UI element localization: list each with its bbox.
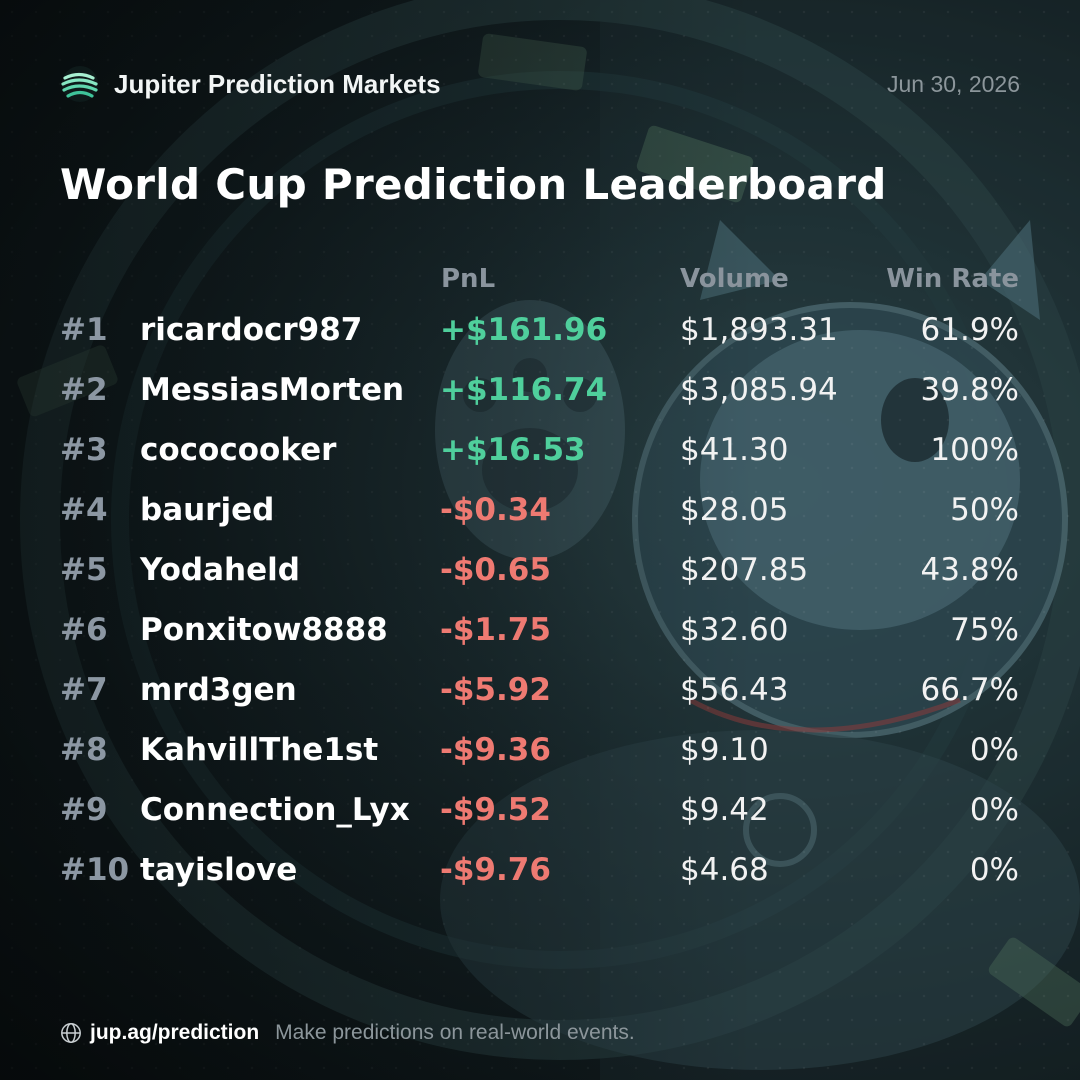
pnl-value: -$0.34 <box>440 492 551 528</box>
leaderboard-row: #2 MessiasMorten +$116.74 $3,085.94 39.8… <box>60 360 1020 420</box>
username: Ponxitow8888 <box>140 612 388 648</box>
column-header-win-rate: Win Rate <box>886 264 1019 294</box>
win-rate-value: 66.7% <box>920 672 1019 708</box>
pnl-value: +$16.53 <box>440 432 586 468</box>
site-link[interactable]: jup.ag/prediction <box>90 1021 260 1044</box>
rank: #4 <box>60 492 108 528</box>
username: baurjed <box>140 492 275 528</box>
rank: #10 <box>60 852 130 888</box>
leaderboard-row: #10 tayislove -$9.76 $4.68 0% <box>60 840 1020 900</box>
leaderboard-table: #1 ricardocr987 +$161.96 $1,893.31 61.9%… <box>60 300 1020 900</box>
leaderboard-row: #6 Ponxitow8888 -$1.75 $32.60 75% <box>60 600 1020 660</box>
globe-icon <box>61 1023 81 1043</box>
header: Jupiter Prediction Markets Jun 30, 2026 <box>60 62 1020 106</box>
volume-value: $28.05 <box>680 492 789 528</box>
username: MessiasMorten <box>140 372 405 408</box>
brand-name: Jupiter Prediction Markets <box>114 68 441 99</box>
win-rate-value: 0% <box>969 852 1019 888</box>
win-rate-value: 75% <box>950 612 1019 648</box>
rank: #8 <box>60 732 108 768</box>
rank: #5 <box>60 552 108 588</box>
username: ricardocr987 <box>140 312 363 348</box>
volume-value: $3,085.94 <box>680 372 838 408</box>
volume-value: $9.42 <box>680 792 769 828</box>
leaderboard-row: #8 KahvillThe1st -$9.36 $9.10 0% <box>60 720 1020 780</box>
pnl-value: -$9.52 <box>440 792 551 828</box>
volume-value: $9.10 <box>680 732 769 768</box>
username: mrd3gen <box>140 672 297 708</box>
win-rate-value: 0% <box>969 732 1019 768</box>
report-date: Jun 30, 2026 <box>886 70 1020 97</box>
username: Connection_Lyx <box>140 792 410 828</box>
rank: #7 <box>60 672 108 708</box>
page-title: World Cup Prediction Leaderboard <box>60 160 887 209</box>
rank: #2 <box>60 372 108 408</box>
username: tayislove <box>140 852 298 888</box>
leaderboard-row: #5 Yodaheld -$0.65 $207.85 43.8% <box>60 540 1020 600</box>
column-header-volume: Volume <box>680 264 789 294</box>
rank: #1 <box>60 312 108 348</box>
rank: #9 <box>60 792 108 828</box>
volume-value: $41.30 <box>680 432 789 468</box>
win-rate-value: 0% <box>969 792 1019 828</box>
rank: #3 <box>60 432 108 468</box>
pnl-value: -$5.92 <box>440 672 551 708</box>
win-rate-value: 61.9% <box>920 312 1019 348</box>
volume-value: $4.68 <box>680 852 769 888</box>
volume-value: $207.85 <box>680 552 809 588</box>
tagline: Make predictions on real-world events. <box>275 1021 635 1044</box>
pnl-value: +$161.96 <box>440 312 608 348</box>
leaderboard-row: #3 cococooker +$16.53 $41.30 100% <box>60 420 1020 480</box>
leaderboard-row: #9 Connection_Lyx -$9.52 $9.42 0% <box>60 780 1020 840</box>
column-header-pnl: PnL <box>441 264 496 294</box>
pnl-value: -$9.76 <box>440 852 551 888</box>
win-rate-value: 43.8% <box>920 552 1019 588</box>
pnl-value: -$9.36 <box>440 732 551 768</box>
volume-value: $56.43 <box>680 672 789 708</box>
pnl-value: -$0.65 <box>440 552 551 588</box>
leaderboard-row: #7 mrd3gen -$5.92 $56.43 66.7% <box>60 660 1020 720</box>
username: KahvillThe1st <box>140 732 379 768</box>
volume-value: $32.60 <box>680 612 789 648</box>
win-rate-value: 39.8% <box>920 372 1019 408</box>
pnl-value: +$116.74 <box>440 372 608 408</box>
volume-value: $1,893.31 <box>680 312 838 348</box>
footer: jup.ag/prediction Make predictions on re… <box>60 1018 635 1048</box>
username: cococooker <box>140 432 337 468</box>
rank: #6 <box>60 612 108 648</box>
win-rate-value: 100% <box>930 432 1019 468</box>
username: Yodaheld <box>140 552 300 588</box>
leaderboard-row: #4 baurjed -$0.34 $28.05 50% <box>60 480 1020 540</box>
pnl-value: -$1.75 <box>440 612 551 648</box>
jupiter-logo-icon <box>61 66 98 102</box>
leaderboard-row: #1 ricardocr987 +$161.96 $1,893.31 61.9% <box>60 300 1020 360</box>
win-rate-value: 50% <box>950 492 1019 528</box>
